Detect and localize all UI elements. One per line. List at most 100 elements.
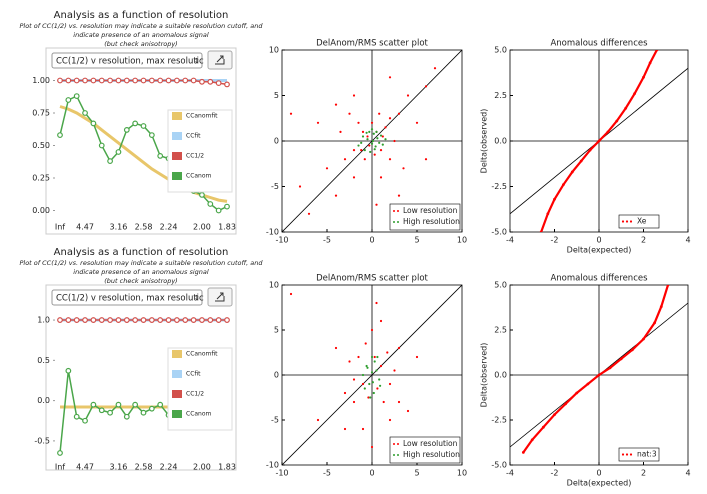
x-tick-label: 3.16 [110, 223, 128, 232]
legend-marker [621, 453, 625, 456]
point [433, 67, 437, 70]
selector[interactable] [51, 289, 203, 306]
point [588, 148, 592, 152]
point [562, 183, 565, 187]
point [379, 176, 383, 179]
point [343, 427, 347, 431]
point [363, 387, 366, 390]
point [597, 373, 601, 377]
selector[interactable] [51, 52, 203, 69]
point [334, 346, 338, 350]
point [393, 139, 396, 143]
legend-box [389, 203, 461, 231]
y-tick-label: 0 [274, 137, 279, 146]
point [224, 203, 230, 210]
y-tick-label: 2.5 [494, 91, 507, 100]
legend-label: CCanomfit [186, 351, 218, 358]
x-tick-label: -5 [323, 469, 331, 478]
legend-label: CCanomfit [186, 113, 218, 120]
point [352, 94, 356, 97]
point [107, 317, 113, 323]
point [98, 407, 105, 414]
point [165, 77, 172, 84]
point [388, 117, 392, 120]
point [361, 130, 365, 133]
point [570, 170, 574, 174]
legend-box [618, 214, 660, 229]
legend-marker [393, 454, 395, 456]
x-axis-label: Delta(expected) [567, 246, 632, 255]
point [378, 141, 381, 144]
legend-label: CCfit [186, 133, 201, 140]
point [655, 50, 659, 52]
point [123, 126, 130, 133]
point [360, 149, 363, 152]
y-tick-label: 5 [274, 91, 279, 100]
legend-label: CCanom [186, 411, 212, 418]
legend-label: nat:3 [637, 450, 657, 459]
point [352, 149, 356, 152]
point [352, 378, 356, 381]
point [90, 401, 97, 408]
point [370, 371, 374, 374]
point [73, 77, 80, 84]
point [373, 360, 376, 363]
point [357, 144, 360, 147]
x-tick-label: 1.83 [218, 223, 236, 232]
point [298, 185, 302, 188]
x-tick-label: 0 [369, 469, 374, 478]
point [57, 77, 63, 84]
point [316, 418, 320, 422]
point [352, 176, 356, 179]
x-tick-label: Inf [55, 463, 65, 472]
point [368, 144, 371, 147]
x-tick-label: 2 [641, 236, 646, 245]
y-tick-label: -0.5 [34, 436, 50, 445]
x-tick-label: 2.00 [193, 223, 211, 232]
point [397, 346, 401, 350]
y-tick-label: 10 [269, 46, 279, 55]
point [98, 77, 105, 84]
point [397, 112, 401, 115]
y-tick-label: 0 [274, 371, 279, 380]
legend-label: CCfit [186, 371, 201, 378]
point [173, 317, 180, 323]
legend-label: High resolution [403, 450, 460, 459]
point [541, 425, 545, 429]
legend-marker [621, 220, 625, 223]
x-tick-label: 2.24 [160, 223, 178, 232]
legend-label: Low resolution [403, 206, 458, 215]
export-button[interactable] [207, 50, 233, 70]
x-tick-label: 1.83 [218, 463, 236, 472]
point [82, 77, 88, 84]
legend-swatch [172, 350, 182, 358]
point [348, 360, 351, 363]
y-tick-label: -5.0 [491, 461, 507, 470]
y-tick-label: 5.0 [494, 281, 507, 290]
point [388, 158, 392, 161]
point [608, 366, 612, 370]
x-tick-label: 0 [369, 236, 374, 245]
point [140, 77, 147, 84]
x-tick-label: 2 [641, 469, 646, 478]
legend-marker [629, 453, 633, 456]
panel-subtitle: (but check anisotropy) [104, 40, 177, 48]
point [132, 317, 139, 323]
legend-marker [393, 221, 395, 223]
point [402, 167, 405, 170]
point [630, 348, 634, 352]
selector-arrow: ↕ [194, 294, 200, 302]
point [73, 317, 80, 323]
point [215, 207, 222, 214]
x-tick-label: 5 [414, 236, 419, 245]
point [370, 328, 374, 332]
y-tick-label: 5.0 [494, 46, 507, 55]
legend-marker [393, 443, 395, 445]
point [379, 134, 383, 137]
legend-label: High resolution [403, 217, 460, 226]
point [373, 148, 376, 151]
point [370, 128, 374, 131]
export-button[interactable] [207, 287, 233, 307]
point [363, 158, 366, 161]
point [73, 93, 80, 99]
